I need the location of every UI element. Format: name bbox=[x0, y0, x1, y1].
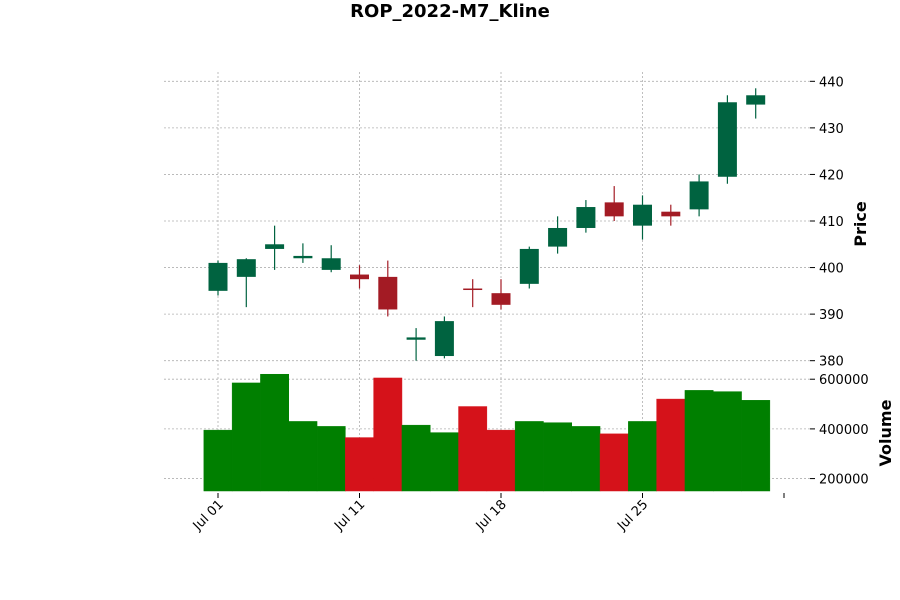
candle-body bbox=[265, 244, 285, 249]
candle-body bbox=[378, 276, 398, 310]
volume-bar bbox=[316, 426, 346, 492]
candle bbox=[350, 265, 369, 289]
volume-bar bbox=[231, 382, 261, 492]
candle bbox=[378, 260, 398, 317]
price-axis: 380 390 400 410 420 430 440 bbox=[810, 75, 844, 370]
candle-body bbox=[604, 202, 624, 217]
candle bbox=[321, 245, 341, 273]
volume-bar bbox=[514, 421, 544, 492]
date-tick-label: Jul 25 bbox=[614, 497, 651, 534]
candle bbox=[689, 174, 709, 217]
volume-bar bbox=[458, 406, 488, 492]
candle bbox=[491, 279, 511, 310]
candle-body bbox=[633, 204, 652, 226]
candle-body bbox=[350, 274, 369, 280]
candle-body bbox=[661, 211, 681, 217]
volume-tick-label: 600000 bbox=[819, 373, 869, 388]
candle bbox=[463, 279, 483, 308]
candle bbox=[236, 258, 256, 308]
date-tick-label: Jul 18 bbox=[473, 497, 510, 534]
candle bbox=[293, 243, 313, 263]
price-panel: 380 390 400 410 420 430 440 Price bbox=[164, 72, 870, 370]
volume-bar bbox=[543, 422, 573, 492]
price-grid bbox=[164, 72, 810, 370]
volume-bar bbox=[599, 433, 629, 492]
candle-body bbox=[463, 288, 483, 291]
volume-bar bbox=[345, 437, 374, 492]
candle-body bbox=[434, 321, 454, 357]
volume-axis-label: Volume bbox=[876, 399, 895, 466]
price-tick-label: 430 bbox=[819, 122, 844, 137]
volume-bar bbox=[288, 421, 318, 492]
volume-bar bbox=[373, 377, 403, 492]
candle-body bbox=[746, 95, 766, 105]
candle-body bbox=[321, 258, 341, 270]
volume-tick-label: 400000 bbox=[819, 423, 869, 438]
candle-body bbox=[236, 259, 256, 277]
date-tick-label: Jul 11 bbox=[331, 497, 368, 534]
volume-bar bbox=[571, 426, 601, 492]
candle bbox=[548, 216, 568, 254]
volume-bar bbox=[203, 429, 233, 492]
candle bbox=[604, 186, 624, 221]
date-axis: Jul 01 Jul 11 Jul 18 Jul 25 bbox=[190, 493, 785, 534]
candle-body bbox=[548, 227, 568, 247]
candle bbox=[576, 200, 596, 233]
price-tick-label: 420 bbox=[819, 168, 844, 183]
price-tick-label: 410 bbox=[819, 215, 844, 230]
volume-tick-label: 200000 bbox=[819, 473, 869, 488]
price-tick-label: 440 bbox=[819, 75, 844, 90]
candle bbox=[519, 246, 539, 289]
price-tick-label: 380 bbox=[819, 355, 844, 370]
candle-body bbox=[689, 181, 709, 210]
volume-bar bbox=[628, 421, 657, 492]
candle-body bbox=[406, 337, 426, 340]
candles bbox=[208, 88, 766, 361]
volume-bar bbox=[401, 424, 431, 492]
volume-bar bbox=[684, 390, 714, 492]
price-tick-label: 400 bbox=[819, 262, 844, 277]
candle bbox=[406, 328, 426, 361]
candle-body bbox=[576, 207, 596, 228]
volume-bar bbox=[260, 373, 290, 492]
date-tick-label: Jul 01 bbox=[190, 497, 227, 534]
candle bbox=[633, 195, 652, 240]
candle bbox=[434, 316, 454, 359]
volume-bar bbox=[430, 432, 459, 492]
candle bbox=[208, 260, 228, 296]
candle-body bbox=[717, 102, 737, 177]
chart-title: ROP_2022-M7_Kline bbox=[350, 1, 550, 22]
candle bbox=[661, 204, 681, 226]
volume-bar bbox=[486, 429, 516, 492]
price-axis-label: Price bbox=[851, 201, 870, 247]
candle bbox=[746, 88, 766, 119]
price-tick-label: 390 bbox=[819, 308, 844, 323]
candle-body bbox=[491, 293, 511, 305]
candle bbox=[265, 225, 285, 270]
volume-bar bbox=[656, 398, 686, 492]
volume-axis: 200000 400000 600000 bbox=[810, 373, 869, 488]
candle-body bbox=[519, 248, 539, 284]
candle bbox=[717, 95, 737, 184]
candle-body bbox=[293, 255, 313, 259]
volume-bar bbox=[713, 391, 742, 492]
volume-panel: 200000 400000 600000 Volume bbox=[164, 373, 895, 492]
volume-bar bbox=[741, 400, 771, 492]
candle-body bbox=[208, 262, 228, 291]
volume-bars bbox=[203, 373, 771, 492]
